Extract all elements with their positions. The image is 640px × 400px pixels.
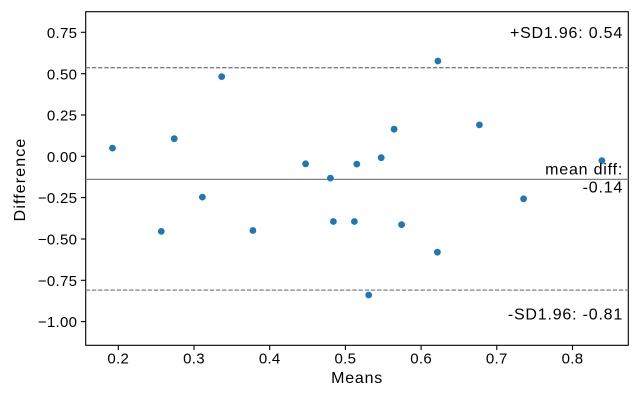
svg-text:+SD1.96: 0.54: +SD1.96: 0.54 xyxy=(510,25,623,42)
svg-text:Difference: Difference xyxy=(12,138,29,222)
svg-text:0.6: 0.6 xyxy=(410,351,432,368)
svg-text:0.75: 0.75 xyxy=(47,25,77,42)
svg-text:0.8: 0.8 xyxy=(562,351,584,368)
svg-text:0.7: 0.7 xyxy=(486,351,508,368)
svg-text:0.00: 0.00 xyxy=(47,149,77,166)
svg-text:−0.50: −0.50 xyxy=(38,232,77,249)
svg-text:0.50: 0.50 xyxy=(47,66,77,83)
svg-text:-0.14: -0.14 xyxy=(583,179,623,196)
svg-text:Means: Means xyxy=(331,370,383,387)
svg-text:0.3: 0.3 xyxy=(183,351,205,368)
svg-text:-SD1.96: -0.81: -SD1.96: -0.81 xyxy=(508,307,623,324)
svg-text:mean diff:: mean diff: xyxy=(545,161,623,178)
svg-text:0.25: 0.25 xyxy=(47,108,77,125)
svg-text:−0.25: −0.25 xyxy=(38,190,77,207)
svg-text:0.4: 0.4 xyxy=(259,351,281,368)
svg-text:−1.00: −1.00 xyxy=(38,314,77,331)
svg-text:0.5: 0.5 xyxy=(335,351,357,368)
svg-text:0.2: 0.2 xyxy=(107,351,129,368)
svg-text:−0.75: −0.75 xyxy=(38,273,77,290)
